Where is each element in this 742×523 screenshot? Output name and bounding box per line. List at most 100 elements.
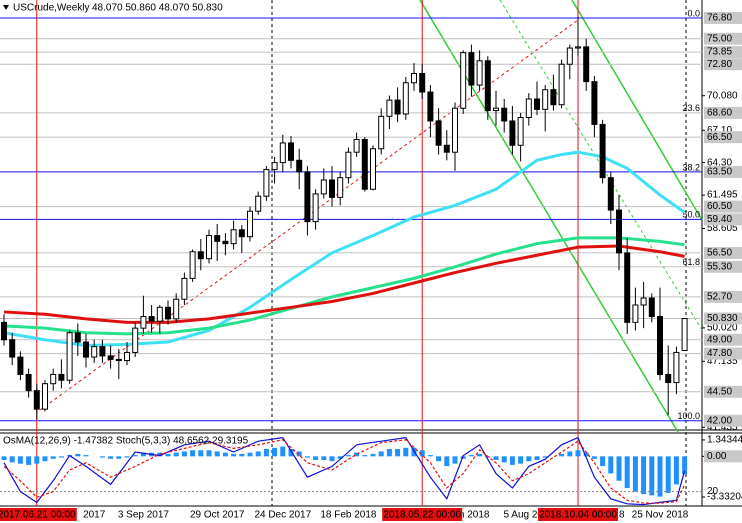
osma-bar bbox=[321, 456, 327, 460]
level-label-box bbox=[704, 106, 742, 119]
osma-bar bbox=[116, 456, 122, 459]
osma-bar bbox=[296, 451, 302, 457]
fib-label: 61.8 bbox=[682, 257, 700, 267]
level-label: 52.70 bbox=[707, 292, 732, 303]
x-tick-label: 24 Dec 2017 bbox=[254, 510, 311, 521]
level-label: 49.00 bbox=[707, 334, 732, 345]
level-label-box bbox=[704, 450, 742, 463]
stoch-line bbox=[3, 436, 686, 506]
osma-bar bbox=[42, 456, 48, 462]
channel-line bbox=[571, 0, 703, 221]
y-tick-label: 70.080 bbox=[707, 90, 738, 101]
candle-body bbox=[566, 47, 573, 65]
candle-body bbox=[312, 193, 319, 223]
y-tick-label: 61.495 bbox=[707, 190, 738, 201]
candle-body bbox=[583, 46, 590, 83]
candle-body bbox=[427, 91, 434, 122]
fib-label: 100.0 bbox=[677, 411, 700, 421]
candle-body bbox=[517, 116, 524, 146]
x-tick-label: un 2018 bbox=[453, 510, 490, 521]
osma-bar bbox=[239, 453, 245, 457]
candle-body bbox=[238, 229, 245, 238]
osma-bar bbox=[649, 456, 655, 496]
stoch-line bbox=[3, 439, 686, 504]
osma-bar bbox=[345, 455, 351, 457]
candle-body bbox=[632, 304, 639, 323]
osma-bar bbox=[559, 453, 565, 457]
osma-bar bbox=[378, 451, 384, 457]
level-label-box bbox=[704, 385, 742, 398]
candle-body bbox=[599, 123, 606, 179]
x-tick-label: 29 Oct 2017 bbox=[190, 510, 245, 521]
candle-body bbox=[640, 297, 647, 306]
candle-body bbox=[681, 318, 688, 351]
candle-body bbox=[624, 252, 631, 323]
osma-bar bbox=[17, 456, 23, 464]
candle-body bbox=[181, 277, 188, 300]
osma-bar bbox=[501, 456, 507, 463]
candle-body bbox=[542, 89, 549, 110]
osma-bar bbox=[427, 455, 433, 457]
level-label: 68.60 bbox=[707, 107, 732, 118]
osma-bar bbox=[665, 456, 671, 493]
osma-bar bbox=[280, 446, 286, 457]
candle-body bbox=[648, 297, 655, 318]
candle-body bbox=[468, 52, 475, 86]
level-label-box bbox=[704, 312, 742, 325]
osma-bar bbox=[214, 451, 220, 457]
candle-body bbox=[50, 373, 57, 385]
osma-bar bbox=[600, 456, 606, 467]
osma-bar bbox=[436, 456, 442, 462]
level-label-box bbox=[704, 46, 742, 59]
candle-body bbox=[296, 159, 303, 173]
osma-bar bbox=[452, 456, 458, 464]
indicator-title: OsMA(12,26,9) -1.47382 Stoch(5,3,3) 48.6… bbox=[3, 436, 249, 447]
level-label-box bbox=[704, 165, 742, 178]
candle-body bbox=[460, 52, 467, 109]
candle-body bbox=[1, 321, 7, 341]
osma-bar bbox=[673, 456, 679, 485]
osma-bar bbox=[255, 451, 261, 457]
candle-body bbox=[320, 179, 327, 195]
levels: 0.0 23.6 38.2 50.0 61.8 100.0 bbox=[0, 0, 702, 506]
osma-bar bbox=[403, 447, 409, 457]
osma-bar bbox=[493, 456, 499, 460]
osma-bar bbox=[682, 456, 688, 475]
level-label: 76.80 bbox=[707, 13, 732, 24]
y-tick-label: 41.435 bbox=[707, 422, 738, 433]
level-label: 75.00 bbox=[707, 33, 732, 44]
osma-bar bbox=[58, 456, 64, 458]
osma-bar bbox=[567, 451, 573, 457]
candle-body bbox=[493, 107, 499, 112]
y2-tick-label: 20 bbox=[707, 486, 719, 497]
candles bbox=[1, 16, 688, 420]
osma-bar bbox=[222, 452, 228, 457]
y-tick-label: 58.605 bbox=[707, 223, 738, 234]
candle-body bbox=[148, 316, 155, 322]
osma-bar bbox=[206, 450, 212, 457]
candle-body bbox=[222, 240, 229, 245]
osma-bar bbox=[509, 456, 515, 465]
candle-body bbox=[17, 356, 24, 375]
candle-body bbox=[665, 373, 672, 384]
osma-bar bbox=[518, 456, 524, 464]
candle-body bbox=[591, 81, 598, 125]
candle-body bbox=[165, 306, 171, 320]
level-label-box bbox=[704, 11, 742, 24]
x-tick-label: 5 Aug 2018 bbox=[503, 510, 554, 521]
y-tick-label: 50.020 bbox=[707, 323, 738, 334]
date-label-box bbox=[538, 508, 618, 521]
osma-bar bbox=[460, 456, 466, 459]
osma-bar bbox=[34, 456, 40, 464]
candle-body bbox=[74, 332, 81, 343]
osma-bar bbox=[616, 456, 622, 481]
moving-average bbox=[3, 244, 685, 324]
level-label: 60.50 bbox=[707, 201, 732, 212]
candle-body bbox=[501, 107, 508, 122]
osma-bar bbox=[657, 456, 663, 497]
date-label-box bbox=[382, 508, 463, 521]
menu-icon[interactable] bbox=[3, 5, 9, 10]
ohlc-text: 48.070 50.860 48.070 50.830 bbox=[92, 3, 223, 14]
level-label-box bbox=[704, 333, 742, 346]
